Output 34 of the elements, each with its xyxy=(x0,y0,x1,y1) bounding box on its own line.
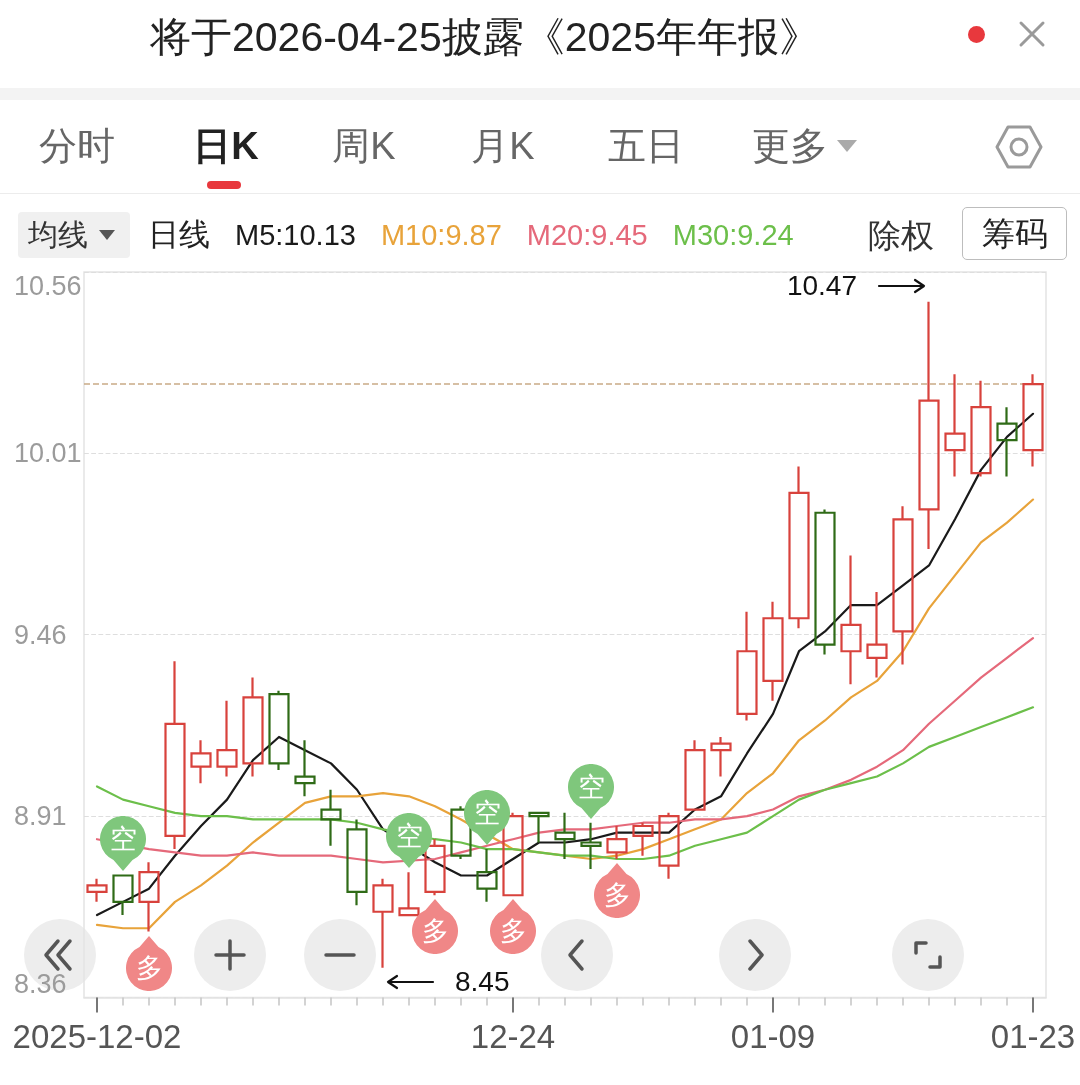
chart-title: 将于2026-04-25披露《2025年年报》 xyxy=(150,13,820,62)
y-tick-label: 8.36 xyxy=(14,969,67,999)
y-tick-label: 10.01 xyxy=(14,438,82,469)
text: 日K xyxy=(193,125,259,167)
x-tick-label: 01-23 xyxy=(990,1017,1076,1055)
annotation: 多 xyxy=(421,915,449,948)
annotation: 空 xyxy=(473,797,501,830)
annotation: 8.45 xyxy=(455,964,510,999)
x-tick-label: 12-24 xyxy=(470,1017,556,1055)
annotation: 多 xyxy=(603,879,631,911)
annotation: 空 xyxy=(109,823,137,856)
text: M20:9.45 xyxy=(526,218,648,251)
annotation: 空 xyxy=(395,820,423,853)
outlined-button: 筹码 xyxy=(962,207,1067,260)
text: 更多 xyxy=(752,125,828,167)
text: 除权 xyxy=(868,216,934,256)
x-tick-label: 01-09 xyxy=(730,1017,816,1055)
annotation: 多 xyxy=(499,915,527,948)
y-tick-label: 10.56 xyxy=(14,270,82,301)
dropdown-button: 均线 xyxy=(18,212,130,258)
text: M30:9.24 xyxy=(672,218,794,251)
text: M10:9.87 xyxy=(380,218,502,251)
text: 分时 xyxy=(39,125,115,167)
y-tick-label: 9.46 xyxy=(14,619,67,650)
annotation: 10.47 xyxy=(786,268,857,303)
text: 周K xyxy=(332,125,396,167)
annotation: 空 xyxy=(577,770,605,803)
x-tick-label: 2025-12-02 xyxy=(12,1017,182,1055)
y-tick-label: 8.91 xyxy=(14,801,67,832)
text: M5:10.13 xyxy=(235,218,356,251)
text: 月K xyxy=(471,125,535,167)
text: 五日 xyxy=(608,125,684,167)
annotation: 多 xyxy=(135,951,163,984)
legend-title: 日线 xyxy=(148,216,210,254)
